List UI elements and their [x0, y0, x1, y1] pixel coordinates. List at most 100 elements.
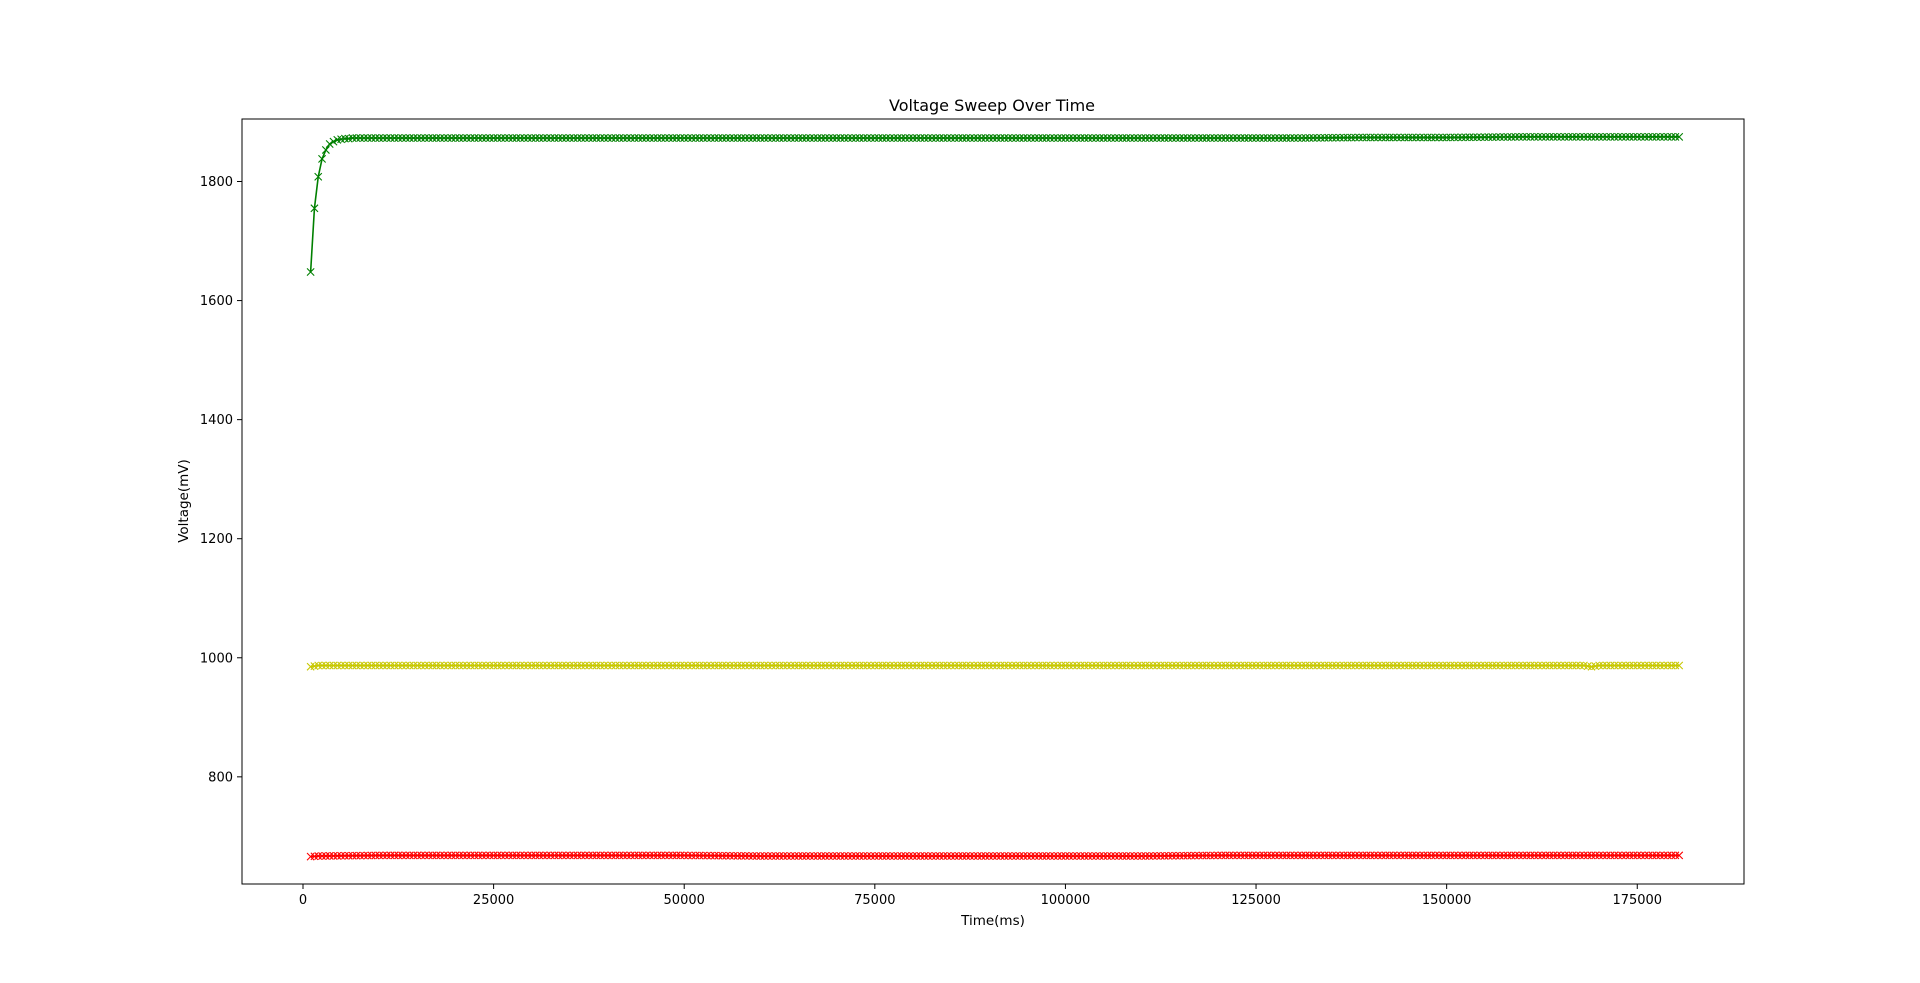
- data-point-marker: [779, 134, 788, 143]
- data-point-marker: [1389, 133, 1398, 142]
- data-point-marker: [836, 134, 845, 143]
- y-tick-label: 800: [208, 770, 233, 785]
- y-axis: 800 1000 1200 1400 1600 1800: [200, 175, 242, 785]
- data-point-marker: [676, 134, 685, 143]
- data-point-marker: [1099, 134, 1108, 143]
- data-point-marker: [562, 851, 571, 860]
- data-point-marker: [699, 661, 708, 670]
- data-point-marker: [356, 134, 365, 143]
- data-point-marker: [630, 134, 639, 143]
- data-point-marker: [508, 661, 517, 670]
- data-point-marker: [1576, 661, 1585, 670]
- data-point-marker: [1332, 133, 1341, 142]
- data-point-marker: [1175, 661, 1184, 670]
- data-point-marker: [943, 661, 952, 670]
- data-point-marker: [985, 134, 994, 143]
- data-point-marker: [1114, 134, 1123, 143]
- data-point-marker: [1476, 133, 1485, 142]
- data-point-marker: [428, 851, 437, 860]
- data-point-marker: [886, 852, 895, 861]
- data-point-marker: [802, 661, 811, 670]
- data-point-marker: [1492, 851, 1501, 860]
- data-point-marker: [1621, 661, 1630, 670]
- data-point-marker: [1111, 661, 1119, 670]
- data-point-marker: [908, 661, 917, 670]
- data-point-marker: [1065, 852, 1074, 861]
- data-point-marker: [1149, 851, 1158, 860]
- data-point-marker: [1091, 852, 1100, 861]
- data-point-marker: [592, 134, 601, 143]
- data-point-marker: [1511, 661, 1520, 670]
- data-point-marker: [977, 134, 986, 143]
- data-point-marker: [1507, 851, 1516, 860]
- data-point-marker: [1659, 851, 1668, 860]
- data-point-marker: [825, 852, 834, 861]
- data-point-marker: [1396, 661, 1405, 670]
- data-point-marker: [962, 661, 971, 670]
- x-tick-label: 125000: [1231, 893, 1281, 908]
- data-point-marker: [1675, 132, 1684, 141]
- data-point-marker: [916, 661, 925, 670]
- data-point-marker: [1137, 134, 1146, 143]
- data-point-marker: [546, 661, 555, 670]
- data-point-marker: [779, 661, 788, 670]
- data-point-marker: [443, 134, 452, 143]
- data-point-marker: [680, 134, 689, 143]
- data-point-marker: [863, 134, 872, 143]
- data-point-marker: [882, 852, 891, 861]
- data-point-marker: [569, 134, 578, 143]
- data-point-marker: [1423, 133, 1432, 142]
- data-point-marker: [684, 851, 693, 860]
- data-point-marker: [653, 134, 662, 143]
- data-point-marker: [794, 852, 803, 861]
- data-point-marker: [508, 851, 517, 860]
- data-point-marker: [1267, 851, 1276, 860]
- data-point-marker: [1179, 134, 1188, 143]
- data-point-marker: [1541, 132, 1550, 141]
- data-point-marker: [985, 661, 994, 670]
- data-point-marker: [1557, 132, 1566, 141]
- data-point-marker: [1618, 851, 1626, 860]
- data-point-marker: [1496, 661, 1505, 670]
- data-point-marker: [664, 851, 673, 860]
- data-point-marker: [321, 851, 330, 860]
- data-point-marker: [394, 851, 403, 860]
- data-point-marker: [806, 134, 815, 143]
- data-point-marker: [847, 134, 856, 143]
- data-point-marker: [1175, 851, 1184, 860]
- data-point-marker: [493, 851, 502, 860]
- data-point-marker: [958, 134, 967, 143]
- data-point-marker: [1339, 133, 1348, 142]
- data-point-marker: [992, 134, 1001, 143]
- data-point-marker: [935, 852, 944, 861]
- data-point-marker: [710, 134, 719, 143]
- data-point-marker: [1263, 661, 1272, 670]
- data-point-marker: [1160, 661, 1169, 670]
- data-point-marker: [596, 661, 605, 670]
- data-point-marker: [684, 661, 693, 670]
- data-point-marker: [1579, 851, 1588, 860]
- data-point-marker: [1015, 852, 1024, 861]
- data-point-marker: [348, 851, 357, 860]
- data-point-marker: [1179, 851, 1188, 860]
- data-point-marker: [1057, 661, 1066, 670]
- data-point-marker: [1438, 133, 1447, 142]
- data-point-marker: [474, 661, 483, 670]
- data-point-marker: [1534, 661, 1543, 670]
- data-point-marker: [550, 134, 559, 143]
- data-point-marker: [836, 661, 845, 670]
- data-point-marker: [1152, 134, 1161, 143]
- data-point-marker: [1564, 132, 1573, 141]
- data-point-marker: [973, 661, 982, 670]
- data-point-marker: [432, 661, 441, 670]
- data-point-marker: [1606, 661, 1615, 670]
- data-point-marker: [1366, 661, 1375, 670]
- data-point-marker: [691, 851, 700, 860]
- data-point-marker: [847, 661, 856, 670]
- data-point-marker: [1126, 661, 1135, 670]
- data-point-marker: [775, 661, 784, 670]
- data-point-marker: [428, 134, 437, 143]
- data-point-marker: [386, 134, 395, 143]
- data-point-marker: [1637, 851, 1646, 860]
